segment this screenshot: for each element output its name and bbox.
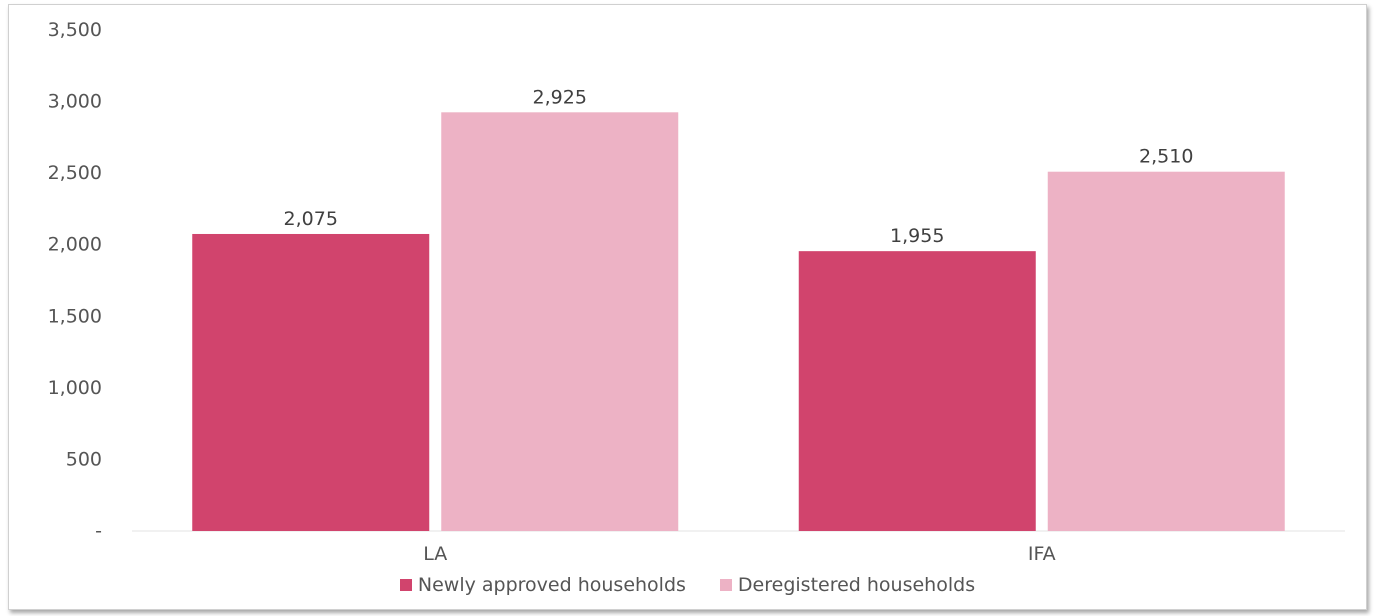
y-tick-label: 3,500	[48, 19, 102, 41]
legend-swatch-newly-approved	[399, 579, 412, 591]
x-category-label: IFA	[1028, 543, 1056, 565]
y-tick-label: 500	[66, 448, 102, 470]
y-tick-label: -	[95, 520, 102, 542]
data-label: 2,075	[284, 208, 338, 230]
y-tick-label: 3,000	[48, 91, 102, 113]
y-tick-label: 2,000	[48, 234, 102, 256]
legend-label-newly-approved: Newly approved households	[417, 574, 686, 596]
y-tick-label: 1,000	[48, 377, 102, 399]
bar	[192, 233, 430, 531]
legend-swatch-deregistered	[719, 579, 732, 591]
legend-item-newly-approved: Newly approved households	[399, 574, 686, 596]
data-label: 2,510	[1139, 146, 1193, 168]
data-label: 1,955	[890, 225, 944, 247]
legend-item-deregistered: Deregistered households	[719, 574, 976, 596]
y-tick-label: 1,500	[48, 305, 102, 327]
bar	[798, 251, 1036, 532]
x-category-label: LA	[423, 543, 447, 565]
bar	[1047, 171, 1285, 531]
bar	[441, 112, 679, 532]
y-tick-label: 2,500	[48, 162, 102, 184]
data-label: 2,925	[533, 86, 587, 108]
legend-label-deregistered: Deregistered households	[737, 574, 976, 596]
legend: Newly approved households Deregistered h…	[0, 574, 1375, 596]
